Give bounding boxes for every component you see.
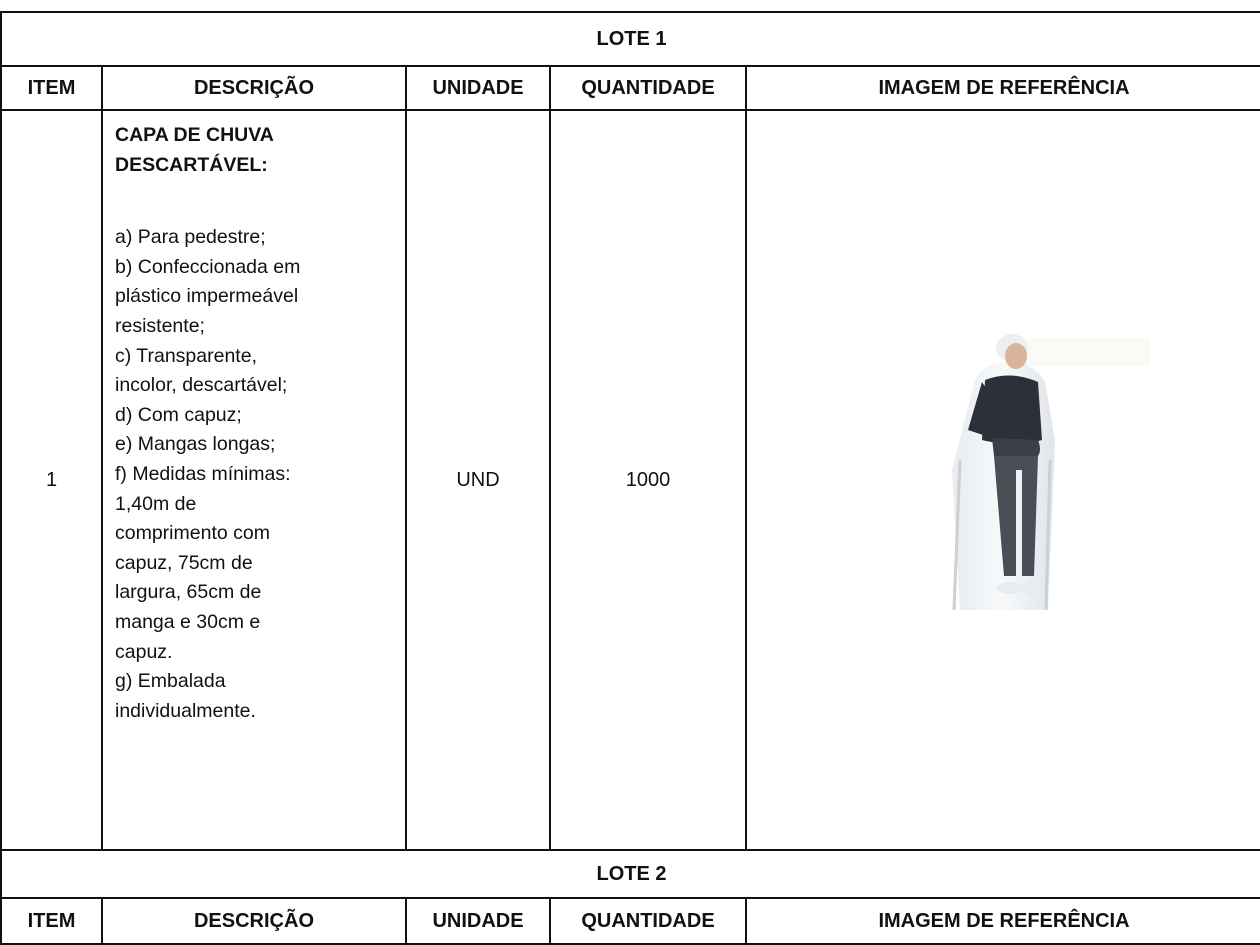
description-line: largura, 65cm de xyxy=(115,581,262,604)
column-header: ITEM xyxy=(0,65,103,111)
description-line: f) Medidas mínimas: xyxy=(115,462,291,485)
quantity: 1000 xyxy=(549,109,747,851)
column-header: UNIDADE xyxy=(405,65,551,111)
description-line: individualmente. xyxy=(115,699,256,722)
description-line: comprimento com xyxy=(115,522,270,545)
description-line: 1,40m de xyxy=(115,492,197,515)
description-line: a) Para pedestre; xyxy=(115,226,266,249)
column-header: IMAGEM DE REFERÊNCIA xyxy=(745,897,1260,945)
column-header: ITEM xyxy=(0,897,103,945)
column-header: IMAGEM DE REFERÊNCIA xyxy=(745,65,1260,111)
header-row: ITEM DESCRIÇÃO UNIDADE QUANTIDADE IMAGEM DE … xyxy=(0,65,1260,111)
description-line: manga e 30cm e xyxy=(115,610,261,633)
item-number: 1 xyxy=(0,109,103,851)
column-header: QUANTIDADE xyxy=(549,65,747,111)
description-line: capuz. xyxy=(115,640,173,663)
description-line: incolor, descartável; xyxy=(115,374,288,397)
spacer xyxy=(115,180,405,223)
description-line: d) Com capuz; xyxy=(115,403,242,426)
section-title: LOTE 2 xyxy=(0,849,1260,899)
description-line: plástico impermeável xyxy=(115,285,299,308)
section-row: LOTE 2 xyxy=(0,849,1260,899)
reference-image xyxy=(952,334,1150,611)
description-line: e) Mangas longas; xyxy=(115,433,276,456)
column-header: DESCRIÇÃO xyxy=(101,65,407,111)
description-title: CAPA DE CHUVA xyxy=(115,124,274,146)
spec-table: LOTE 1 ITEM DESCRIÇÃO UNIDADE QUANTIDADE IMAG… xyxy=(0,11,1260,945)
description-line: g) Embalada xyxy=(115,670,226,693)
header-row: ITEM DESCRIÇÃO UNIDADE QUANTIDADE IMAGEM DE … xyxy=(0,897,1260,945)
description-line: capuz, 75cm de xyxy=(115,551,253,574)
description-line: resistente; xyxy=(115,314,205,337)
section-title: LOTE 1 xyxy=(0,11,1260,67)
description: CAPA DE CHUVA DESCARTÁVEL: a) Para pedestr… xyxy=(101,109,407,851)
column-header: UNIDADE xyxy=(405,897,551,945)
section-row: LOTE 1 xyxy=(0,11,1260,67)
column-header: DESCRIÇÃO xyxy=(101,897,407,945)
unit: UND xyxy=(405,109,551,851)
description-title: DESCARTÁVEL: xyxy=(115,153,268,176)
column-header: QUANTIDADE xyxy=(549,897,747,945)
description-line: b) Confeccionada em xyxy=(115,255,301,278)
description-line: c) Transparente, xyxy=(115,344,257,367)
